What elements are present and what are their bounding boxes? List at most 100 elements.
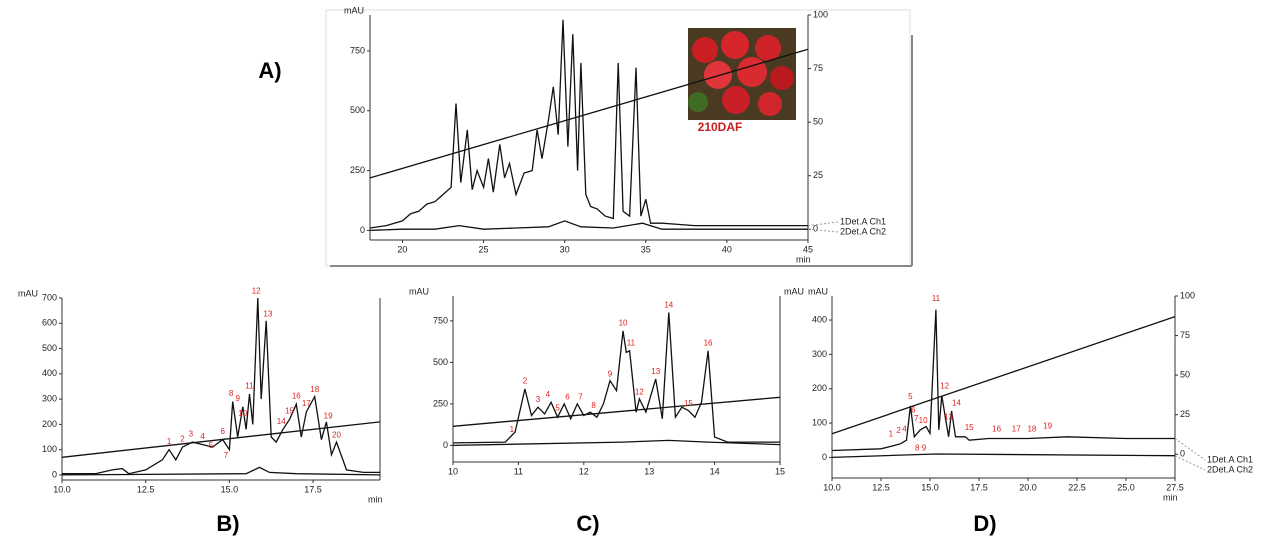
x-tick-label: 11 xyxy=(514,466,523,476)
peak-label: 10 xyxy=(238,409,247,418)
x-tick-label: 13 xyxy=(644,466,654,476)
x-tick-label: 20.0 xyxy=(1019,482,1037,492)
x-tick-label: 25 xyxy=(479,244,489,254)
y-axis-label: mAU xyxy=(409,286,429,296)
x-tick-label: 15.0 xyxy=(221,484,239,494)
berry xyxy=(770,66,794,90)
x-tick-label: 45 xyxy=(803,244,813,254)
y-axis-label: mAU xyxy=(808,286,828,296)
peak-label: 8 xyxy=(229,389,234,398)
peak-label: 9 xyxy=(608,369,613,378)
y-tick-label: 0 xyxy=(822,452,827,462)
y-tick-label: 400 xyxy=(42,368,57,378)
trace xyxy=(831,453,1176,459)
x-tick-label: 12.5 xyxy=(137,484,155,494)
peak-label: 5 xyxy=(908,392,913,401)
y-tick-label: 200 xyxy=(812,383,827,393)
berry xyxy=(758,92,782,116)
trace xyxy=(831,315,1176,435)
berry xyxy=(704,61,732,89)
x-tick-label: 14 xyxy=(710,466,720,476)
peak-label: 8 xyxy=(915,443,920,452)
peak-label: 13 xyxy=(263,309,272,318)
legend-entry: 2Det.A Ch2 xyxy=(840,226,886,236)
panel-label: A) xyxy=(258,58,281,83)
x-tick-label: 15.0 xyxy=(921,482,939,492)
y-tick-label: 750 xyxy=(433,315,448,325)
y2-tick-label: 0 xyxy=(1180,449,1185,459)
y2-tick-label: 50 xyxy=(1180,370,1190,380)
y-axis-label: mAU xyxy=(18,288,38,298)
peak-label: 13 xyxy=(651,367,660,376)
peak-label: 16 xyxy=(992,424,1001,433)
panel-a-frame xyxy=(325,9,911,267)
peak-label: 11 xyxy=(932,294,941,303)
y2-tick-label: 25 xyxy=(813,170,823,180)
berry-photo xyxy=(688,28,796,120)
x-tick-label: 30 xyxy=(560,244,570,254)
trace xyxy=(61,466,381,476)
y-tick-label: 250 xyxy=(433,398,448,408)
peak-label: 6 xyxy=(911,406,916,415)
x-tick-label: 22.5 xyxy=(1068,482,1086,492)
peak-label: 3 xyxy=(536,395,541,404)
trace xyxy=(369,19,808,229)
leaf xyxy=(688,92,708,112)
peak-label: 11 xyxy=(627,339,636,348)
peak-label: 16 xyxy=(704,339,713,348)
berry xyxy=(692,37,718,63)
y-tick-label: 300 xyxy=(812,349,827,359)
y-tick-label: 700 xyxy=(42,292,57,302)
trace xyxy=(62,297,380,475)
x-axis-label: min xyxy=(368,494,383,504)
x-tick-label: 12.5 xyxy=(872,482,890,492)
peak-label: 18 xyxy=(1027,424,1036,433)
x-axis-label: min xyxy=(1163,492,1178,502)
y-tick-label: 100 xyxy=(812,417,827,427)
trace xyxy=(369,48,809,179)
berry xyxy=(721,31,749,59)
y-tick-label: 400 xyxy=(812,314,827,324)
peak-label: 14 xyxy=(952,399,961,408)
peak-label: 19 xyxy=(1043,422,1052,431)
x-tick-label: 17.5 xyxy=(970,482,988,492)
panel-label: B) xyxy=(216,511,239,536)
peak-label: 7 xyxy=(578,393,583,402)
x-tick-label: 12 xyxy=(579,466,589,476)
y-tick-label: 100 xyxy=(42,444,57,454)
panel-label: D) xyxy=(973,511,996,536)
peak-label: 2 xyxy=(180,434,185,443)
peak-label: 12 xyxy=(940,382,949,391)
peak-label: 12 xyxy=(252,287,261,296)
peak-label: 15 xyxy=(285,407,294,416)
peak-label: 11 xyxy=(245,381,254,390)
peak-label: 15 xyxy=(965,423,974,432)
x-tick-label: 10 xyxy=(448,466,458,476)
trace xyxy=(369,220,808,232)
panel-label: C) xyxy=(576,511,599,536)
peak-label: 7 xyxy=(224,451,229,460)
peak-label: 17 xyxy=(1012,424,1021,433)
legend-leader xyxy=(1174,455,1206,471)
peak-label: 20 xyxy=(332,431,341,440)
y2-tick-label: 100 xyxy=(1180,290,1195,300)
peak-label: 18 xyxy=(310,385,319,394)
trace xyxy=(452,396,781,427)
peak-label: 2 xyxy=(523,377,528,386)
y2-tick-label: 25 xyxy=(1180,409,1190,419)
peak-label: 1 xyxy=(510,425,515,434)
x-tick-label: 20 xyxy=(397,244,407,254)
x-tick-label: 15 xyxy=(775,466,785,476)
peak-label: 8 xyxy=(591,401,596,410)
trace xyxy=(452,439,781,447)
peak-label: 4 xyxy=(200,432,205,441)
legend-entry: 1Det.A Ch1 xyxy=(1207,454,1253,464)
peak-label: 14 xyxy=(664,300,673,309)
peak-label: 9 xyxy=(922,443,927,452)
y-tick-label: 300 xyxy=(42,393,57,403)
trace xyxy=(831,309,1175,452)
y-tick-label: 750 xyxy=(350,45,365,55)
legend-entry: 1Det.A Ch1 xyxy=(840,216,886,226)
y2-tick-label: 75 xyxy=(813,63,823,73)
peak-label: 7 xyxy=(914,414,919,423)
